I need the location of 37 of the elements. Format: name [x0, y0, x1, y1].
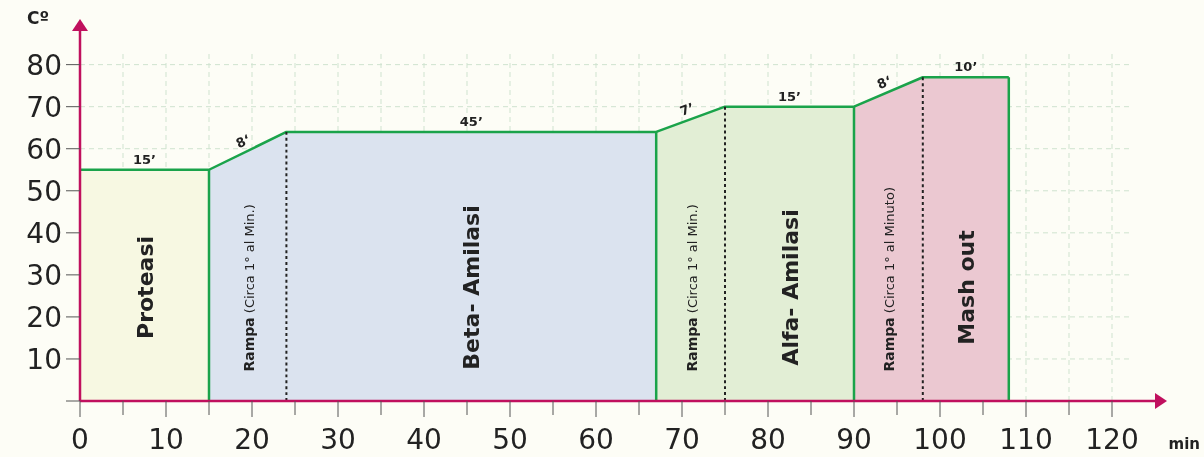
- x-tick-label: 20: [234, 423, 270, 456]
- annotation: 7’: [677, 99, 697, 119]
- y-tick-label: 30: [26, 258, 62, 292]
- x-tick-label: 100: [913, 423, 967, 456]
- x-tick-label: 90: [836, 423, 872, 456]
- series-label: Alfa- Amilasi: [777, 209, 803, 366]
- x-tick-label: 10: [148, 423, 184, 456]
- x-tick-label: 120: [1085, 423, 1139, 456]
- y-tick-label: 60: [26, 132, 62, 166]
- annotation: 8‘: [874, 72, 894, 92]
- annotation: 45’: [459, 113, 483, 129]
- y-tick-label: 50: [26, 174, 62, 208]
- annotation: 10’: [954, 59, 978, 75]
- series-label: Mash out: [953, 229, 979, 345]
- annotation: 15’: [132, 151, 157, 167]
- x-tick-label: 50: [492, 423, 528, 456]
- x-axis-title: min: [1168, 435, 1200, 453]
- x-tick-label: 0: [71, 423, 89, 456]
- series-label: Proteasi: [132, 235, 158, 339]
- series-label: Beta- Amilasi: [459, 205, 485, 370]
- series-label: Rampa (Circa 1° al Min.): [240, 204, 257, 372]
- series-label: Rampa (Circa 1° al Minuto): [881, 187, 898, 372]
- series-label: Rampa (Circa 1° al Min.): [683, 204, 700, 372]
- x-tick-label: 40: [406, 423, 442, 456]
- y-tick-label: 20: [26, 300, 62, 334]
- annotation: 15’: [777, 88, 802, 104]
- y-tick-label: 40: [26, 216, 62, 250]
- y-tick-label: 10: [26, 342, 62, 376]
- y-tick-label: 80: [26, 48, 62, 82]
- x-tick-label: 70: [664, 423, 700, 456]
- y-axis-title: Cº: [26, 8, 50, 28]
- annotation: 8‘: [233, 131, 253, 152]
- x-tick-label: 30: [320, 423, 356, 456]
- x-tick-label: 80: [750, 423, 786, 456]
- x-tick-label: 60: [578, 423, 614, 456]
- x-tick-label: 110: [999, 423, 1053, 456]
- y-tick-label: 70: [26, 90, 62, 124]
